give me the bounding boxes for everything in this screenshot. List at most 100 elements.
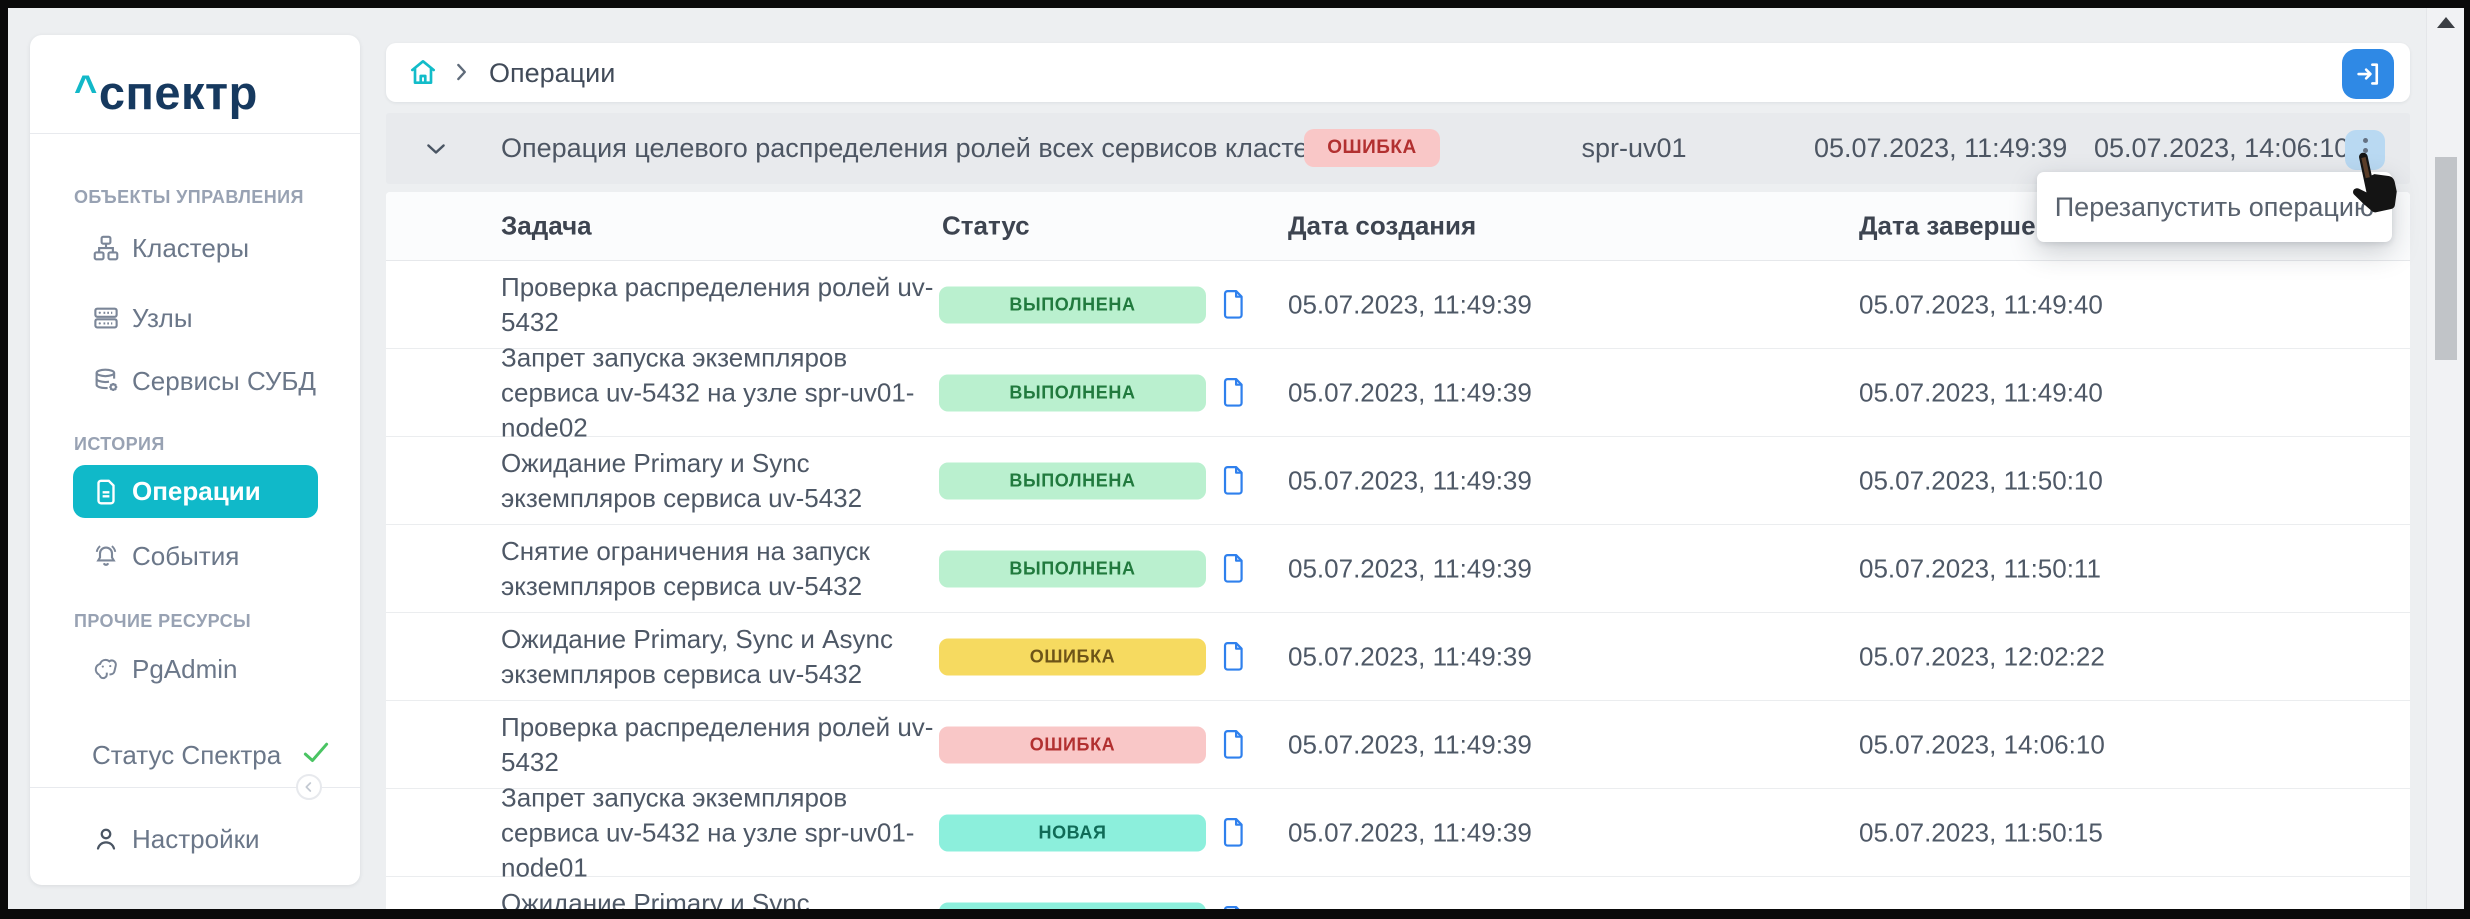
task-log-icon[interactable] (1220, 552, 1248, 586)
sidebar-item-label: Настройки (132, 823, 260, 854)
status-badge: ОШИБКА (939, 726, 1206, 763)
sidebar-item-label: Кластеры (132, 232, 249, 263)
logo-text: спектр (98, 66, 258, 119)
operation-created-date: 05.07.2023, 11:49:39 (1814, 133, 2068, 163)
table-row[interactable]: Ожидание Primary, Sync и Async экземпляр… (386, 613, 2410, 701)
task-created-date: 05.07.2023, 11:49:39 (1288, 289, 1532, 319)
sidebar-item-settings[interactable]: Настройки (30, 811, 360, 867)
kebab-menu-button[interactable] (2345, 130, 2385, 170)
task-name: Ожидание Primary и Sync экземпляров серв… (501, 887, 810, 910)
table-row[interactable]: Запрет запуска экземпляров сервиса uv-54… (386, 342, 2410, 442)
sidebar: ^спектр ОБЪЕКТЫ УПРАВЛЕНИЯ Кластеры Узлы… (30, 35, 360, 885)
cluster-icon (90, 232, 122, 264)
table-row[interactable]: Проверка распределения ролей uv-5432 ВЫП… (386, 261, 2410, 349)
logo-caret: ^ (74, 68, 98, 112)
sidebar-item-events[interactable]: События (30, 528, 360, 584)
task-created-date: 05.07.2023, 11:49:39 (1288, 817, 1532, 847)
home-icon[interactable] (407, 56, 439, 88)
status-badge: ВЫПОЛНЕНА (939, 374, 1206, 411)
task-finished-date: 05.07.2023, 14:06:10 (1859, 729, 2105, 759)
chevron-right-icon (448, 59, 474, 85)
task-name: Проверка распределения ролей uv-5432 (501, 711, 934, 777)
task-created-date: 05.07.2023, 11:49:39 (1288, 729, 1532, 759)
sidebar-item-db-services[interactable]: Сервисы СУБД (30, 353, 360, 409)
table-row[interactable]: Ожидание Primary и Sync экземпляров серв… (386, 437, 2410, 525)
divider (30, 133, 360, 134)
task-finished-date: 05.07.2023, 11:49:40 (1859, 377, 2103, 407)
status-badge: НОВАЯ (939, 814, 1206, 851)
sidebar-item-nodes[interactable]: Узлы (30, 290, 360, 346)
operation-title: Операция целевого распределения ролей вс… (501, 133, 1339, 163)
task-finished-date: 05.07.2023, 11:50:11 (1859, 553, 2101, 583)
task-name: Ожидание Primary, Sync и Async экземпляр… (501, 623, 893, 689)
nodes-icon (90, 302, 122, 334)
task-log-icon[interactable] (1220, 288, 1248, 322)
sidebar-item-operations[interactable]: Операции (73, 465, 318, 518)
scrollbar-thumb[interactable] (2435, 157, 2457, 360)
column-header-task: Задача (501, 210, 592, 241)
task-created-date: 05.07.2023, 11:49:39 (1288, 465, 1532, 495)
sidebar-item-clusters[interactable]: Кластеры (30, 220, 360, 276)
task-log-icon[interactable] (1220, 376, 1248, 410)
task-finished-date: 05.07.2023, 11:50:15 (1859, 817, 2103, 847)
sidebar-item-label: Сервисы СУБД (132, 365, 317, 396)
task-name: Запрет запуска экземпляров сервиса uv-54… (501, 342, 915, 442)
breadcrumb-current: Операции (489, 58, 616, 88)
section-objects: ОБЪЕКТЫ УПРАВЛЕНИЯ (74, 187, 304, 207)
table-row[interactable]: Проверка распределения ролей uv-5432 ОШИ… (386, 701, 2410, 789)
context-menu: Перезапустить операцию (2037, 172, 2392, 242)
document-icon (90, 476, 122, 508)
user-icon (90, 823, 122, 855)
restart-operation-menu-item[interactable]: Перезапустить операцию (2054, 191, 2375, 222)
section-history: ИСТОРИЯ (74, 434, 165, 454)
task-log-icon[interactable] (1220, 728, 1248, 762)
column-header-status: Статус (942, 210, 1030, 241)
exit-button[interactable] (2342, 49, 2394, 99)
task-finished-date: 05.07.2023, 11:49:40 (1859, 289, 2103, 319)
tasks-table: Задача Статус Дата создания Дата заверше… (386, 192, 2410, 909)
task-name: Запрет запуска экземпляров сервиса uv-54… (501, 782, 915, 882)
sidebar-item-label: События (132, 540, 240, 571)
operation-cluster: spr-uv01 (1581, 133, 1687, 163)
task-log-icon[interactable] (1220, 904, 1248, 909)
table-row[interactable]: Запрет запуска экземпляров сервиса uv-54… (386, 782, 2410, 882)
section-other-resources: ПРОЧИЕ РЕСУРСЫ (74, 611, 252, 631)
sidebar-collapse-button[interactable] (296, 774, 322, 800)
status-badge: ВЫПОЛНЕНА (939, 462, 1206, 499)
task-created-date: 05.07.2023, 11:49:39 (1288, 553, 1532, 583)
app-logo: ^спектр (74, 65, 258, 120)
bell-icon (90, 540, 122, 572)
task-log-icon[interactable] (1220, 640, 1248, 674)
sidebar-item-label: Операции (132, 476, 261, 506)
spektr-status-label: Статус Спектра (92, 740, 282, 770)
task-created-date: 05.07.2023, 11:49:39 (1288, 377, 1532, 407)
status-badge: ВЫПОЛНЕНА (939, 550, 1206, 587)
task-name: Проверка распределения ролей uv-5432 (501, 271, 934, 337)
status-badge: ОШИБКА (939, 638, 1206, 675)
vertical-scrollbar[interactable] (2426, 8, 2464, 909)
status-badge: НОВАЯ (939, 902, 1206, 909)
operation-status-badge: ОШИБКА (1304, 129, 1440, 167)
operation-finished-date: 05.07.2023, 14:06:10 (2094, 133, 2350, 163)
pgadmin-elephant-icon (90, 653, 122, 685)
task-finished-date: 05.07.2023, 11:50:10 (1859, 465, 2103, 495)
status-ok-check-icon (299, 735, 333, 776)
database-gear-icon (90, 365, 122, 397)
table-row[interactable]: Ожидание Primary и Sync экземпляров серв… (386, 877, 2410, 909)
task-name: Ожидание Primary и Sync экземпляров серв… (501, 447, 863, 513)
status-badge: ВЫПОЛНЕНА (939, 286, 1206, 323)
column-header-created: Дата создания (1288, 210, 1477, 241)
exit-icon (2357, 63, 2379, 85)
table-row[interactable]: Снятие ограничения на запуск экземпляров… (386, 525, 2410, 613)
sidebar-item-label: PgAdmin (132, 653, 238, 684)
task-created-date: 05.07.2023, 11:49:39 (1288, 641, 1532, 671)
task-log-icon[interactable] (1220, 816, 1248, 850)
task-log-icon[interactable] (1220, 464, 1248, 498)
spektr-status: Статус Спектра (92, 735, 333, 776)
sidebar-item-pgadmin[interactable]: PgAdmin (30, 641, 360, 697)
breadcrumb: Операции (386, 43, 2410, 102)
scroll-up-arrow[interactable] (2436, 17, 2455, 28)
app-frame: ^спектр ОБЪЕКТЫ УПРАВЛЕНИЯ Кластеры Узлы… (8, 8, 2464, 909)
chevron-down-icon[interactable] (422, 135, 450, 163)
divider (30, 787, 360, 788)
